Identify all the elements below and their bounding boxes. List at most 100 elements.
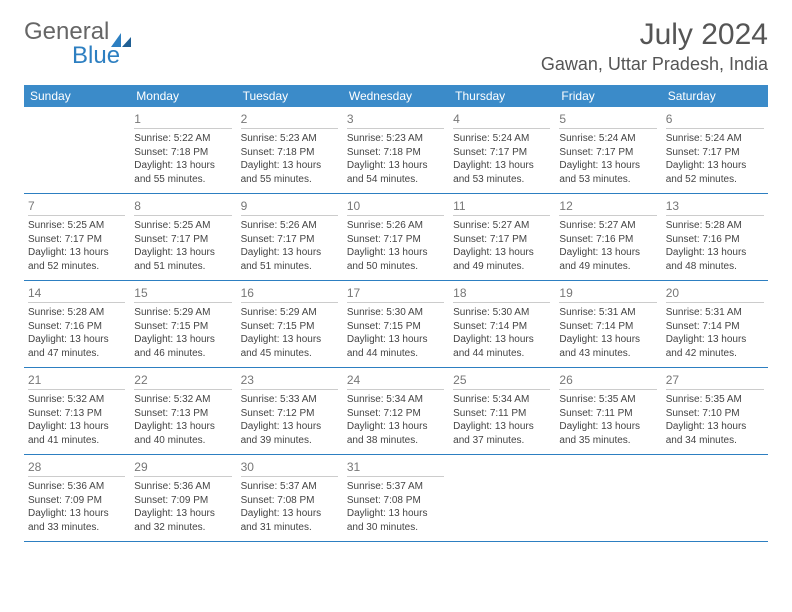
calendar-week: 28 Sunrise: 5:36 AM Sunset: 7:09 PM Dayligh… [24, 455, 768, 542]
day-number: 28 [28, 457, 125, 477]
calendar-cell: 17Sunrise: 5:30 AMSunset: 7:15 PMDayligh… [343, 281, 449, 367]
cell-line: Daylight: 13 hours [347, 246, 444, 260]
weekday-label: Sunday [24, 85, 130, 107]
cell-line: Sunset: 7:17 PM [347, 233, 444, 247]
cell-line: Sunset: 7:17 PM [134, 233, 231, 247]
calendar-cell [662, 455, 768, 541]
calendar-cell: 4Sunrise: 5:24 AMSunset: 7:17 PMDaylight… [449, 107, 555, 193]
cell-line: Sunrise: 5:34 AM [453, 393, 550, 407]
cell-line: Sunrise: 5:36 AM [134, 480, 231, 494]
cell-line: Daylight: 13 hours [347, 159, 444, 173]
cell-line: Daylight: 13 hours [134, 246, 231, 260]
cell-line: Sunset: 7:15 PM [134, 320, 231, 334]
cell-line: and 53 minutes. [559, 173, 656, 187]
cell-line: Sunrise: 5:32 AM [134, 393, 231, 407]
cell-line: and 49 minutes. [559, 260, 656, 274]
cell-line: Sunrise: 5:28 AM [28, 306, 125, 320]
day-number: 21 [28, 370, 125, 390]
cell-line: and 50 minutes. [347, 260, 444, 274]
day-number: 3 [347, 109, 444, 129]
cell-line: Daylight: 13 hours [666, 333, 764, 347]
weekday-label: Saturday [662, 85, 768, 107]
cell-line: and 41 minutes. [28, 434, 125, 448]
weekday-label: Thursday [449, 85, 555, 107]
calendar-cell: 11Sunrise: 5:27 AMSunset: 7:17 PMDayligh… [449, 194, 555, 280]
cell-line: Sunrise: 5:37 AM [347, 480, 444, 494]
cell-line: Daylight: 13 hours [453, 420, 550, 434]
calendar-cell: 19Sunrise: 5:31 AMSunset: 7:14 PMDayligh… [555, 281, 661, 367]
cell-line: Sunrise: 5:24 AM [453, 132, 550, 146]
cell-line: Sunset: 7:09 PM [28, 494, 125, 508]
calendar-week: 14Sunrise: 5:28 AMSunset: 7:16 PMDayligh… [24, 281, 768, 368]
calendar-cell: 29Sunrise: 5:36 AMSunset: 7:09 PMDayligh… [130, 455, 236, 541]
calendar-cell: 31Sunrise: 5:37 AMSunset: 7:08 PMDayligh… [343, 455, 449, 541]
calendar-cell: 25Sunrise: 5:34 AMSunset: 7:11 PMDayligh… [449, 368, 555, 454]
cell-line: and 40 minutes. [134, 434, 231, 448]
calendar-week: 21Sunrise: 5:32 AMSunset: 7:13 PMDayligh… [24, 368, 768, 455]
calendar-week: 1Sunrise: 5:22 AMSunset: 7:18 PMDaylight… [24, 107, 768, 194]
day-number: 6 [666, 109, 764, 129]
cell-line: Sunrise: 5:27 AM [453, 219, 550, 233]
calendar-cell: 18Sunrise: 5:30 AMSunset: 7:14 PMDayligh… [449, 281, 555, 367]
day-number: 18 [453, 283, 550, 303]
calendar-cell [24, 107, 130, 193]
day-number: 8 [134, 196, 231, 216]
cell-line: Sunset: 7:14 PM [666, 320, 764, 334]
cell-line: Sunset: 7:13 PM [28, 407, 125, 421]
cell-line: Sunrise: 5:22 AM [134, 132, 231, 146]
day-number [559, 457, 656, 460]
brand-logo: GeneralBlue [24, 18, 133, 70]
cell-line: Daylight: 13 hours [666, 246, 764, 260]
cell-line: Daylight: 13 hours [28, 246, 125, 260]
cell-line: Sunrise: 5:34 AM [347, 393, 444, 407]
calendar-cell [555, 455, 661, 541]
month-title: July 2024 [541, 18, 768, 52]
cell-line: Sunrise: 5:30 AM [347, 306, 444, 320]
cell-line: Sunset: 7:13 PM [134, 407, 231, 421]
cell-line: and 46 minutes. [134, 347, 231, 361]
day-number: 2 [241, 109, 338, 129]
cell-line: Daylight: 13 hours [666, 159, 764, 173]
cell-line: and 35 minutes. [559, 434, 656, 448]
cell-line: Daylight: 13 hours [347, 507, 444, 521]
day-number [28, 109, 125, 112]
cell-line: Daylight: 13 hours [347, 333, 444, 347]
sail-icon [111, 28, 133, 46]
cell-line: and 52 minutes. [666, 173, 764, 187]
calendar-cell: 10Sunrise: 5:26 AMSunset: 7:17 PMDayligh… [343, 194, 449, 280]
calendar-cell: 16Sunrise: 5:29 AMSunset: 7:15 PMDayligh… [237, 281, 343, 367]
day-number: 12 [559, 196, 656, 216]
cell-line: and 45 minutes. [241, 347, 338, 361]
cell-line: Sunrise: 5:33 AM [241, 393, 338, 407]
cell-line: Daylight: 13 hours [28, 333, 125, 347]
calendar-cell: 22 Sunrise: 5:32 AMSunset: 7:13 PMDayligh… [130, 368, 236, 454]
cell-line: Daylight: 13 hours [134, 420, 231, 434]
cell-line: Daylight: 13 hours [347, 420, 444, 434]
cell-line: Sunset: 7:17 PM [453, 233, 550, 247]
cell-line: Sunrise: 5:28 AM [666, 219, 764, 233]
cell-line: Sunset: 7:11 PM [559, 407, 656, 421]
cell-line: and 55 minutes. [134, 173, 231, 187]
cell-line: and 44 minutes. [453, 347, 550, 361]
day-number: 22 [134, 370, 231, 390]
cell-line: Daylight: 13 hours [559, 420, 656, 434]
day-number: 5 [559, 109, 656, 129]
cell-line: Sunset: 7:16 PM [666, 233, 764, 247]
day-number: 29 [134, 457, 231, 477]
cell-line: Daylight: 13 hours [453, 246, 550, 260]
cell-line: Sunset: 7:08 PM [347, 494, 444, 508]
calendar-cell: 14Sunrise: 5:28 AMSunset: 7:16 PMDayligh… [24, 281, 130, 367]
cell-line: Sunrise: 5:25 AM [28, 219, 125, 233]
cell-line: Sunrise: 5:32 AM [28, 393, 125, 407]
cell-line: Sunset: 7:18 PM [134, 146, 231, 160]
cell-line: Daylight: 13 hours [134, 333, 231, 347]
cell-line: Sunset: 7:12 PM [347, 407, 444, 421]
cell-line: Sunrise: 5:31 AM [666, 306, 764, 320]
cell-line: Daylight: 13 hours [241, 246, 338, 260]
cell-line: Sunrise: 5:27 AM [559, 219, 656, 233]
day-number: 26 [559, 370, 656, 390]
cell-line: Sunset: 7:10 PM [666, 407, 764, 421]
cell-line: and 38 minutes. [347, 434, 444, 448]
day-number: 24 [347, 370, 444, 390]
calendar-cell: 1Sunrise: 5:22 AMSunset: 7:18 PMDaylight… [130, 107, 236, 193]
